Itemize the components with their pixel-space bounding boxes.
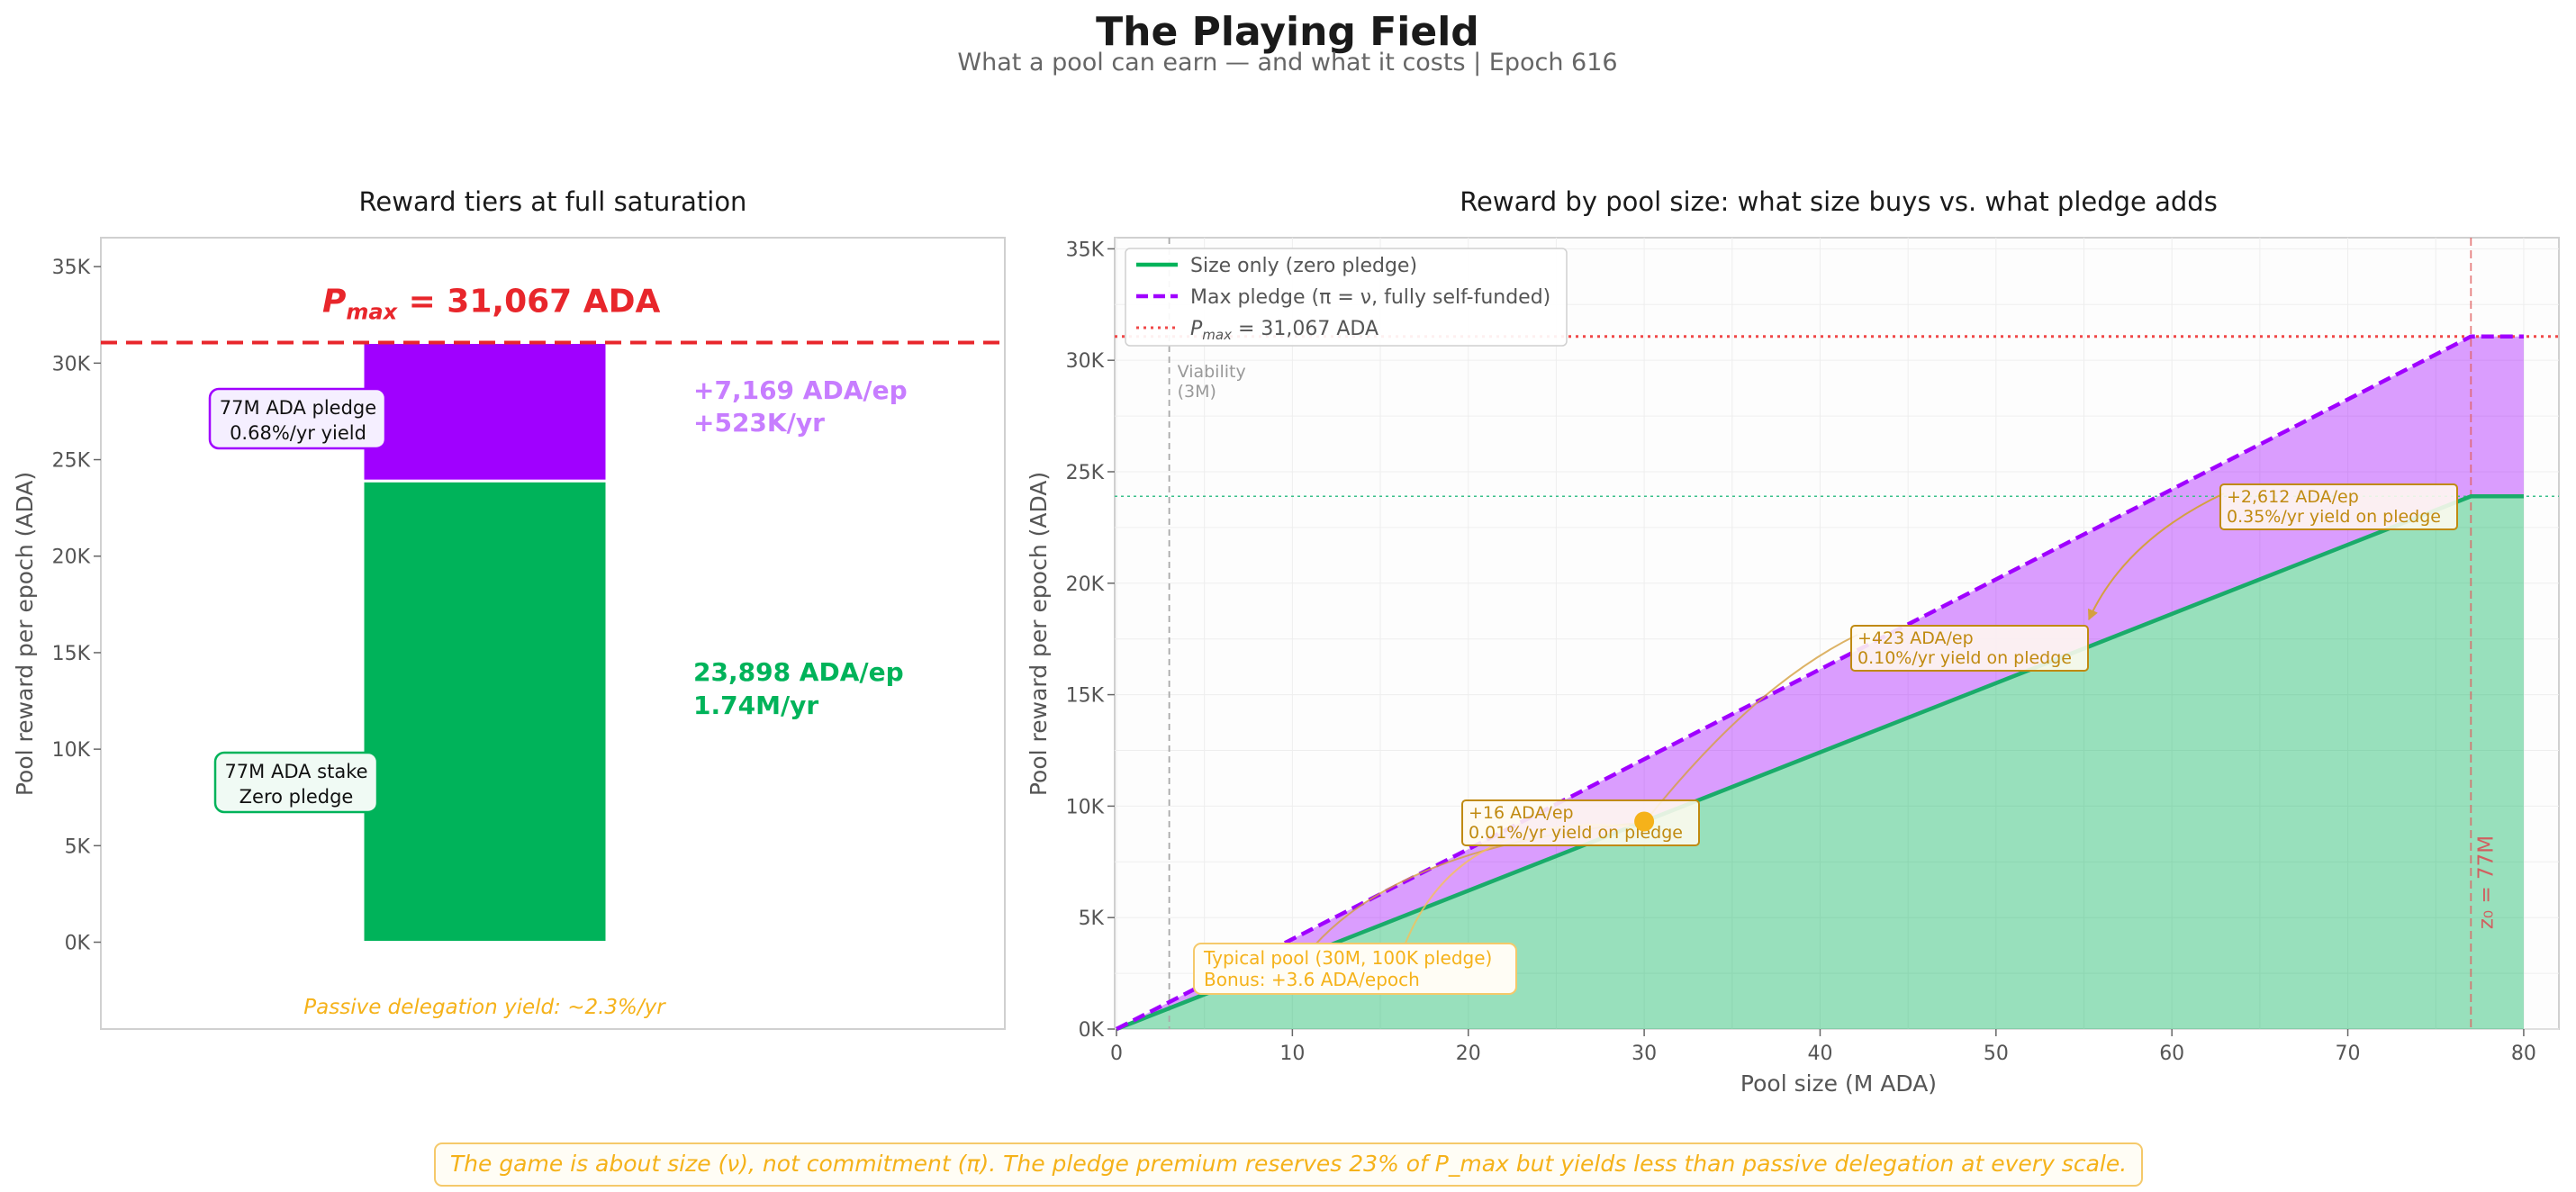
viability-label-sub: (3M) [1178, 382, 1216, 402]
right-x-axis-label: Pool size (M ADA) [1740, 1070, 1937, 1097]
svg-text:Zero pledge: Zero pledge [240, 786, 354, 808]
right-y-tick-label: 15K [1066, 685, 1105, 708]
right-x-tick-label: 0 [1110, 1043, 1123, 1065]
left-y-tick-label: 0K [65, 933, 91, 955]
left-chart-title: Reward tiers at full saturation [359, 186, 747, 217]
pmax-label: Pmax = 31,067 ADA [322, 283, 661, 324]
passive-yield-note: Passive delegation yield: ~2.3%/yr [303, 996, 666, 1019]
pledge-bonus-bar [361, 340, 609, 483]
left-y-tick-label: 30K [52, 353, 91, 375]
right-plot-frame [1114, 237, 2560, 1030]
right-legend: Size only (zero pledge) Max pledge (π = … [1125, 248, 1568, 347]
right-panel: Reward by pool size: what size buys vs. … [1026, 186, 2560, 1097]
left-y-tick-label: 20K [52, 546, 91, 569]
svg-text:77M ADA stake: 77M ADA stake [224, 761, 367, 782]
right-grid [1115, 238, 2559, 1030]
connector-2612 [2088, 492, 2225, 621]
right-x-tick-label: 60 [2159, 1043, 2184, 1065]
legend-label-max-pledge: Max pledge (π = ν, fully self-funded) [1190, 286, 1550, 309]
annotation-label: 0.01%/yr yield on pledge [1469, 823, 1683, 843]
right-chart-title: Reward by pool size: what size buys vs. … [1460, 186, 2218, 217]
typical-pool-label-box [1193, 943, 1517, 995]
connector-423 [1649, 634, 1858, 817]
svg-text:77M ADA pledge: 77M ADA pledge [220, 397, 376, 419]
left-y-axis-label: Pool reward per epoch (ADA) [12, 472, 38, 796]
right-y-axis-label: Pool reward per epoch (ADA) [1026, 472, 1052, 796]
legend-label-size-only: Size only (zero pledge) [1190, 255, 1417, 277]
stake-side-label-2: 1.74M/yr [693, 691, 818, 720]
left-y-tick-label: 35K [52, 257, 91, 279]
annotation-label: +16 ADA/ep [1469, 803, 1574, 823]
right-x-tick-label: 20 [1456, 1043, 1481, 1065]
annotation-box [2219, 483, 2458, 530]
right-y-tick-label: 30K [1066, 350, 1105, 373]
annotation-label: +2,612 ADA/ep [2227, 487, 2359, 507]
stake-box-label: 77M ADA stake Zero pledge [213, 751, 379, 814]
right-x-tick-label: 70 [2336, 1043, 2361, 1065]
saturation-label: z₀ = 77M [2474, 835, 2498, 929]
svg-text:0.68%/yr yield: 0.68%/yr yield [230, 422, 366, 444]
footer-note: The game is about size (ν), not commitme… [450, 1151, 2127, 1177]
right-y-tick-label: 35K [1066, 239, 1105, 261]
right-y-tick-label: 0K [1079, 1019, 1105, 1042]
right-y-tick-label: 20K [1066, 573, 1105, 596]
legend-label-pmax: Pmax = 31,067 ADA [1190, 318, 1378, 343]
footer-banner: The game is about size (ν), not commitme… [434, 1142, 2143, 1187]
left-bars [361, 340, 609, 944]
figure-subtitle: What a pool can earn — and what it costs… [957, 49, 1617, 77]
annotation-label: 0.35%/yr yield on pledge [2227, 507, 2441, 527]
annotation-box [1461, 799, 1700, 846]
size-only-line [1116, 494, 2524, 1032]
right-x-tick-label: 80 [2511, 1043, 2536, 1065]
pledge-box-label: 77M ADA pledge 0.68%/yr yield [208, 387, 387, 450]
left-y-tick-label: 10K [52, 739, 91, 762]
max-pledge-line [1115, 334, 2524, 1032]
annotation-label: 0.10%/yr yield on pledge [1857, 648, 2072, 668]
left-y-tick-label: 5K [65, 835, 91, 858]
stake-side-label-1: 23,898 ADA/ep [693, 657, 904, 687]
size-only-area [1116, 496, 2524, 1029]
right-x-tick-label: 40 [1807, 1043, 1832, 1065]
annotation-label: +423 ADA/ep [1857, 628, 1974, 648]
zero-pledge-bar [361, 479, 609, 944]
left-panel: Reward tiers at full saturation 0K 5K 10K 1… [12, 186, 1006, 1030]
right-reference-lines: Viability(3M) z₀ = 77M [1115, 238, 2559, 1029]
right-axes: 0 10 20 30 40 50 60 70 80 0K 5K 10K 15K 20K 25K 30K 35K [1066, 239, 2536, 1065]
right-y-tick-label: 10K [1066, 796, 1105, 818]
right-x-tick-label: 30 [1631, 1043, 1657, 1065]
left-y-tick-label: 25K [52, 450, 91, 473]
right-annotations: +16 ADA/ep0.01%/yr yield on pledge +423 A… [1193, 483, 2458, 995]
typical-pool-marker [1634, 811, 1655, 832]
right-x-tick-label: 10 [1279, 1043, 1305, 1065]
left-y-axis: 0K 5K 10K 15K 20K 25K 30K 35K [52, 257, 101, 955]
figure-title: The Playing Field [1096, 9, 1479, 55]
right-y-tick-label: 5K [1079, 908, 1105, 930]
right-x-tick-label: 50 [1984, 1043, 2009, 1065]
right-series-lines [1115, 334, 2524, 1032]
right-y-tick-label: 25K [1066, 462, 1105, 484]
typical-pool-label: Typical pool (30M, 100K pledge) [1203, 947, 1492, 969]
pledge-side-label-2: +523K/yr [693, 408, 825, 438]
pledge-side-label-1: +7,169 ADA/ep [693, 375, 908, 405]
annotation-box [1850, 625, 2089, 672]
typical-pool-label-sub: Bonus: +3.6 ADA/epoch [1204, 969, 1420, 990]
left-y-tick-label: 15K [52, 643, 91, 665]
viability-label: Viability [1178, 362, 1246, 382]
